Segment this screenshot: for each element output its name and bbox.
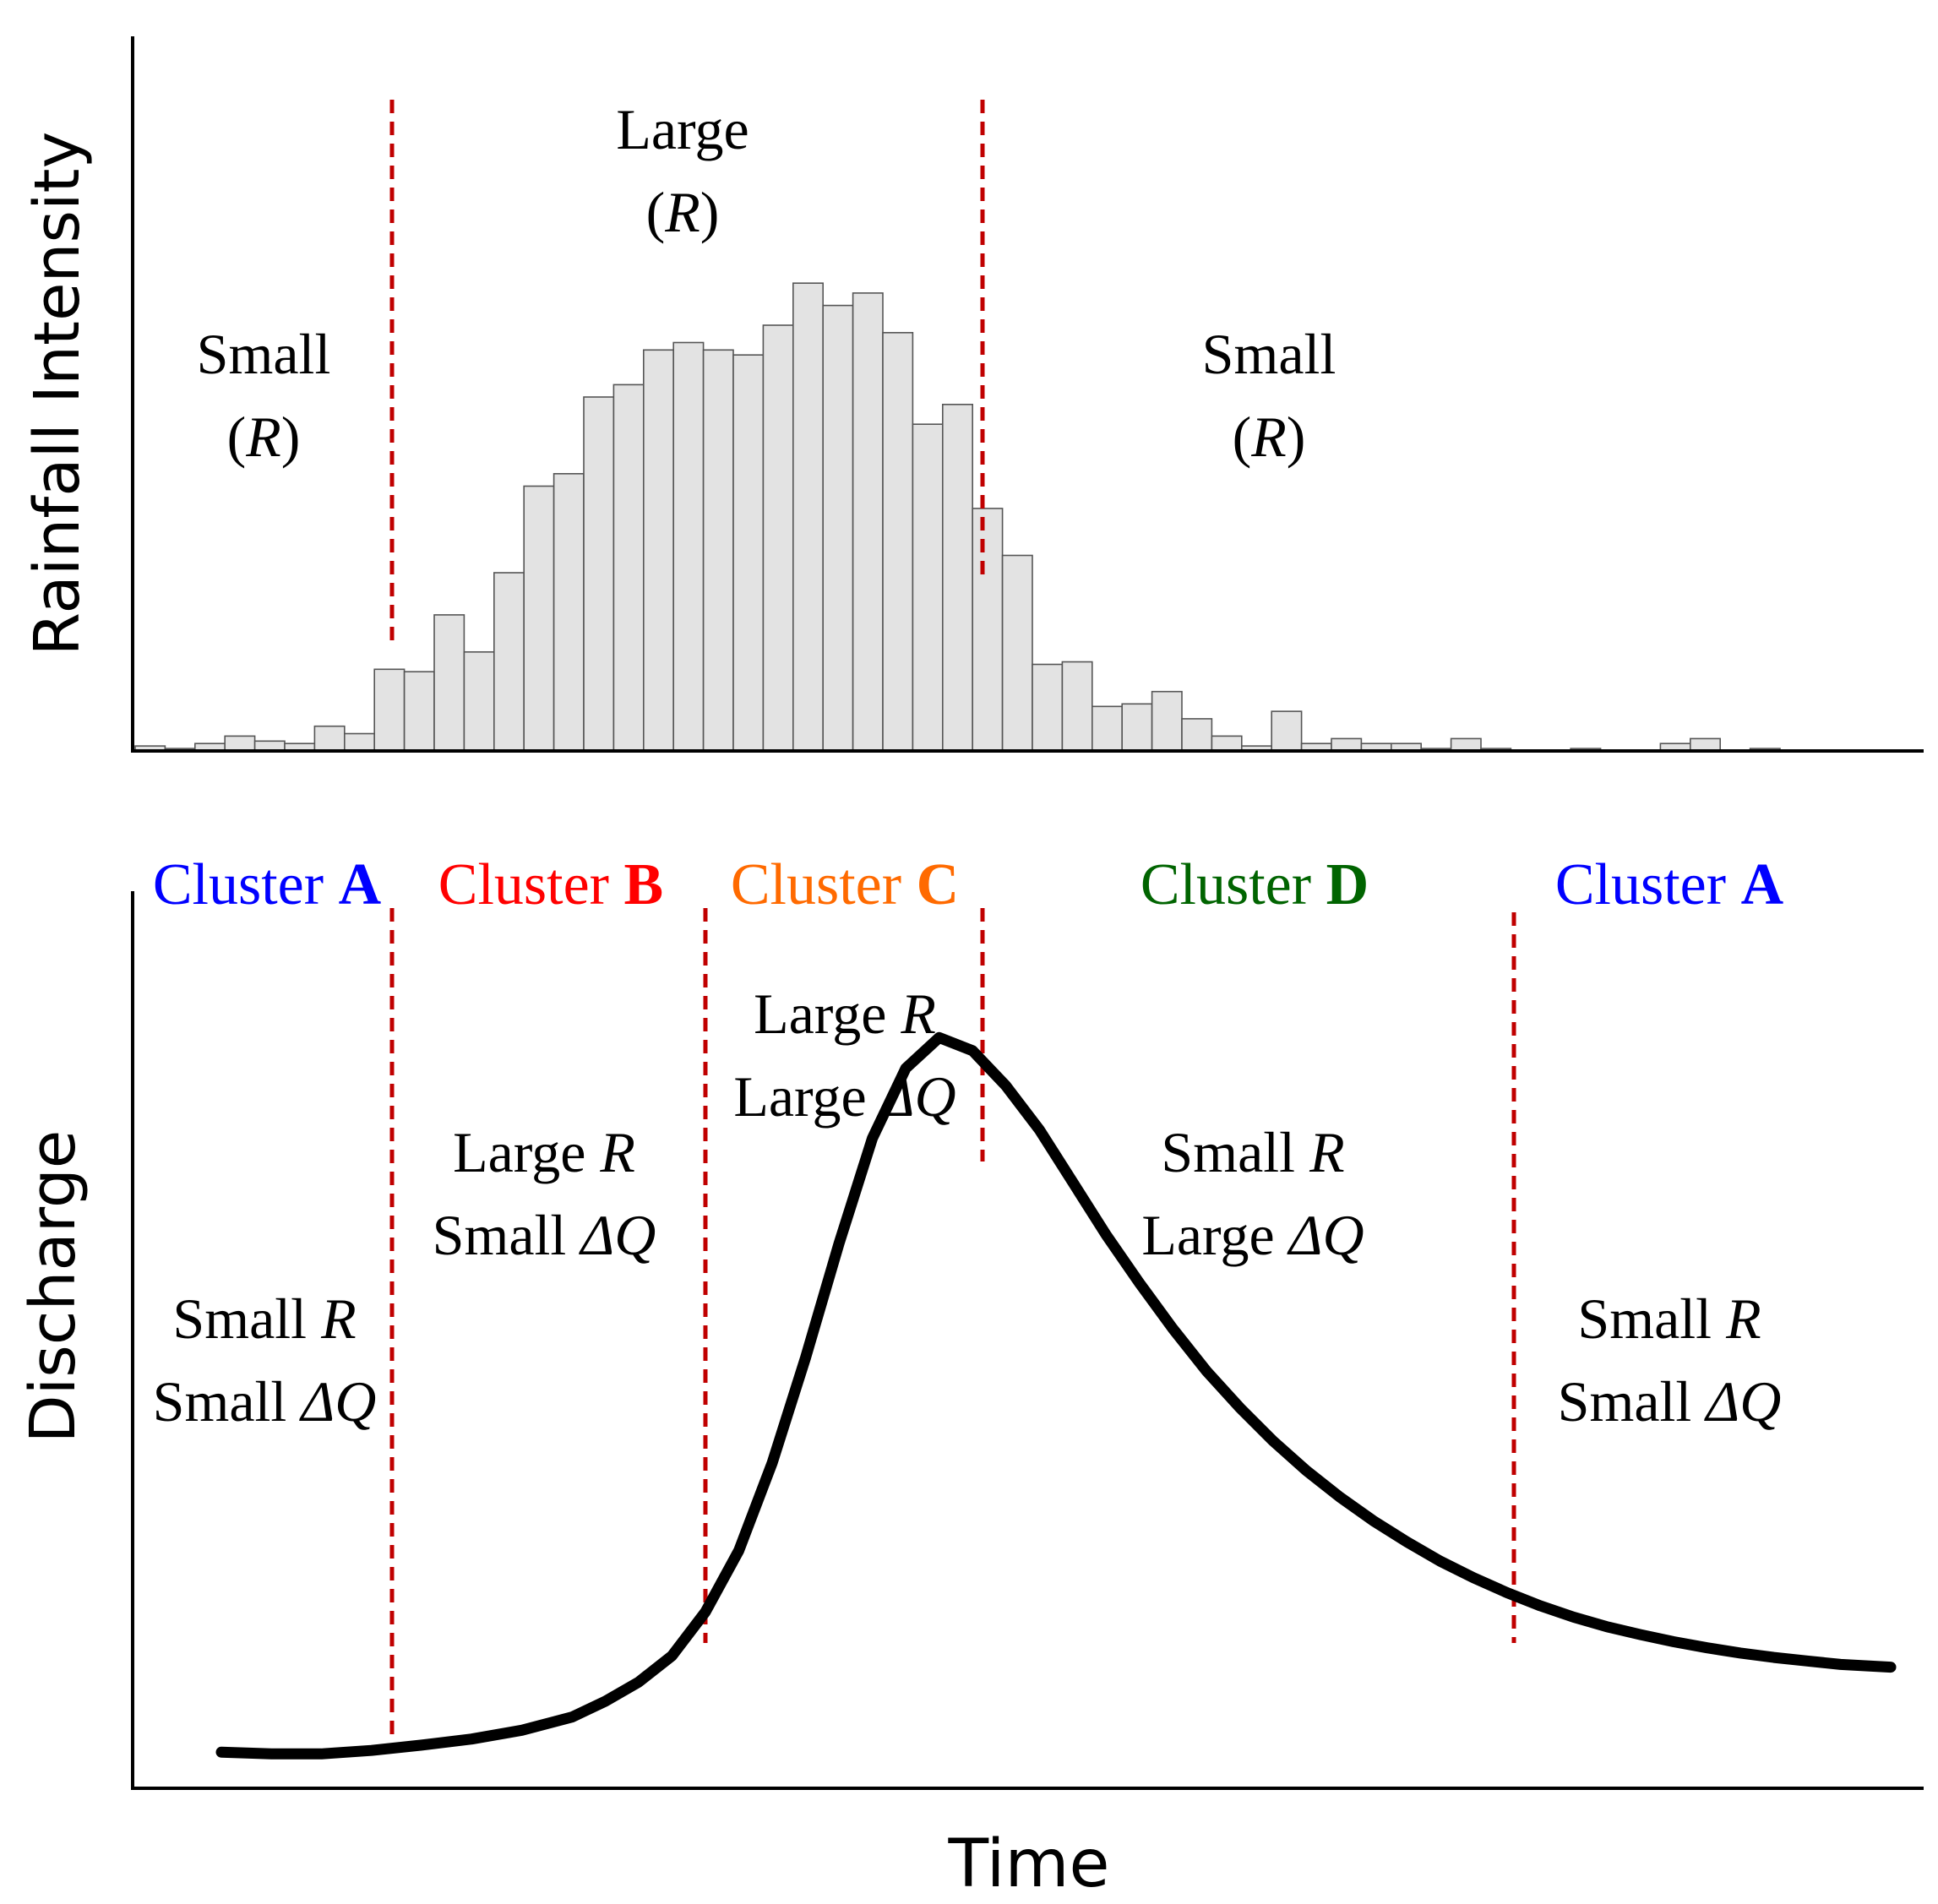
region-right-var: (R) — [1233, 405, 1306, 469]
cluster-d-title: Cluster D — [1140, 852, 1369, 917]
svg-text:Small ΔQ: Small ΔQ — [433, 1203, 656, 1267]
cluster-c-description: Large R Large ΔQ — [733, 982, 955, 1129]
rainfall-bar — [224, 735, 256, 752]
cluster-c-title: Cluster C — [731, 852, 959, 917]
rainfall-bar — [343, 732, 375, 752]
rainfall-bar — [1271, 710, 1303, 752]
rainfall-bar — [972, 508, 1004, 752]
rainfall-bar — [583, 396, 615, 752]
rainfall-region-middle: Large (R) — [616, 97, 749, 244]
rainfall-bar — [403, 671, 435, 752]
rainfall-bar — [912, 423, 944, 752]
rainfall-histogram — [134, 282, 1781, 752]
rainfall-bar — [1331, 737, 1363, 752]
rainfall-bar — [732, 354, 765, 752]
rainfall-bar — [553, 472, 585, 752]
cluster-a-right-description: Small R Small ΔQ — [1558, 1287, 1782, 1433]
svg-text:Small R: Small R — [1577, 1287, 1761, 1351]
discharge-panel: Discharge Time Cluster A Cluster B Clust… — [17, 852, 1924, 1902]
rainfall-bar — [762, 324, 794, 752]
discharge-y-axis-label: Discharge — [17, 1130, 90, 1444]
rainfall-bar — [642, 349, 674, 752]
svg-text:Small R: Small R — [1161, 1120, 1344, 1184]
rainfall-y-axis-label: Rainfall Intensity — [21, 132, 94, 656]
region-middle-var: (R) — [646, 180, 720, 244]
rainfall-region-left: Small (R) — [197, 322, 331, 469]
rainfall-bar — [493, 572, 525, 752]
region-right-size: Small — [1202, 322, 1336, 386]
rainfall-bar — [1450, 737, 1482, 752]
rainfall-bar — [1001, 554, 1033, 752]
rainfall-bar — [1151, 690, 1183, 752]
rainfall-bar — [1211, 735, 1243, 752]
rainfall-region-right: Small (R) — [1202, 322, 1336, 469]
cluster-a-left-title: Cluster A — [153, 852, 382, 917]
rainfall-bar — [373, 668, 406, 752]
rainfall-bar — [313, 725, 346, 752]
rainfall-bar — [942, 403, 974, 752]
rainfall-bar — [523, 485, 555, 752]
svg-text:Large R: Large R — [453, 1120, 635, 1184]
svg-text:Large ΔQ: Large ΔQ — [1141, 1203, 1364, 1267]
svg-text:Small R: Small R — [172, 1287, 356, 1351]
rainfall-bar — [433, 614, 465, 752]
rainfall-bar — [702, 349, 734, 752]
rainfall-bar — [1032, 663, 1064, 752]
rainfall-bar — [792, 282, 824, 752]
region-middle-size: Large — [616, 97, 749, 161]
rainfall-bar — [1690, 737, 1722, 752]
region-left-var: (R) — [227, 405, 301, 469]
cluster-b-description: Large R Small ΔQ — [433, 1120, 656, 1267]
cluster-d-description: Small R Large ΔQ — [1141, 1120, 1364, 1267]
rainfall-bar — [852, 292, 884, 752]
rainfall-bar — [612, 384, 645, 752]
svg-text:Large R: Large R — [754, 982, 936, 1046]
time-x-axis-label: Time — [948, 1826, 1110, 1902]
rainfall-bar — [1091, 705, 1124, 752]
cluster-a-left-description: Small R Small ΔQ — [153, 1287, 377, 1433]
rainfall-bar — [463, 650, 495, 752]
rainfall-panel: Rainfall Intensity Small (R) Large (R) S… — [21, 36, 1924, 753]
svg-text:Small ΔQ: Small ΔQ — [1558, 1369, 1782, 1433]
rainfall-bar — [822, 304, 854, 752]
cluster-a-right-title: Cluster A — [1555, 852, 1784, 917]
rainfall-bar — [1121, 703, 1153, 752]
region-left-size: Small — [197, 322, 331, 386]
rainfall-bar — [882, 331, 914, 752]
rainfall-bar — [672, 341, 705, 752]
svg-text:Large ΔQ: Large ΔQ — [733, 1064, 955, 1129]
svg-text:Small ΔQ: Small ΔQ — [153, 1369, 377, 1433]
rainfall-bar — [1181, 718, 1213, 752]
discharge-hydrograph — [215, 1031, 1897, 1760]
rainfall-bar — [1061, 661, 1093, 752]
cluster-b-title: Cluster B — [438, 852, 663, 917]
